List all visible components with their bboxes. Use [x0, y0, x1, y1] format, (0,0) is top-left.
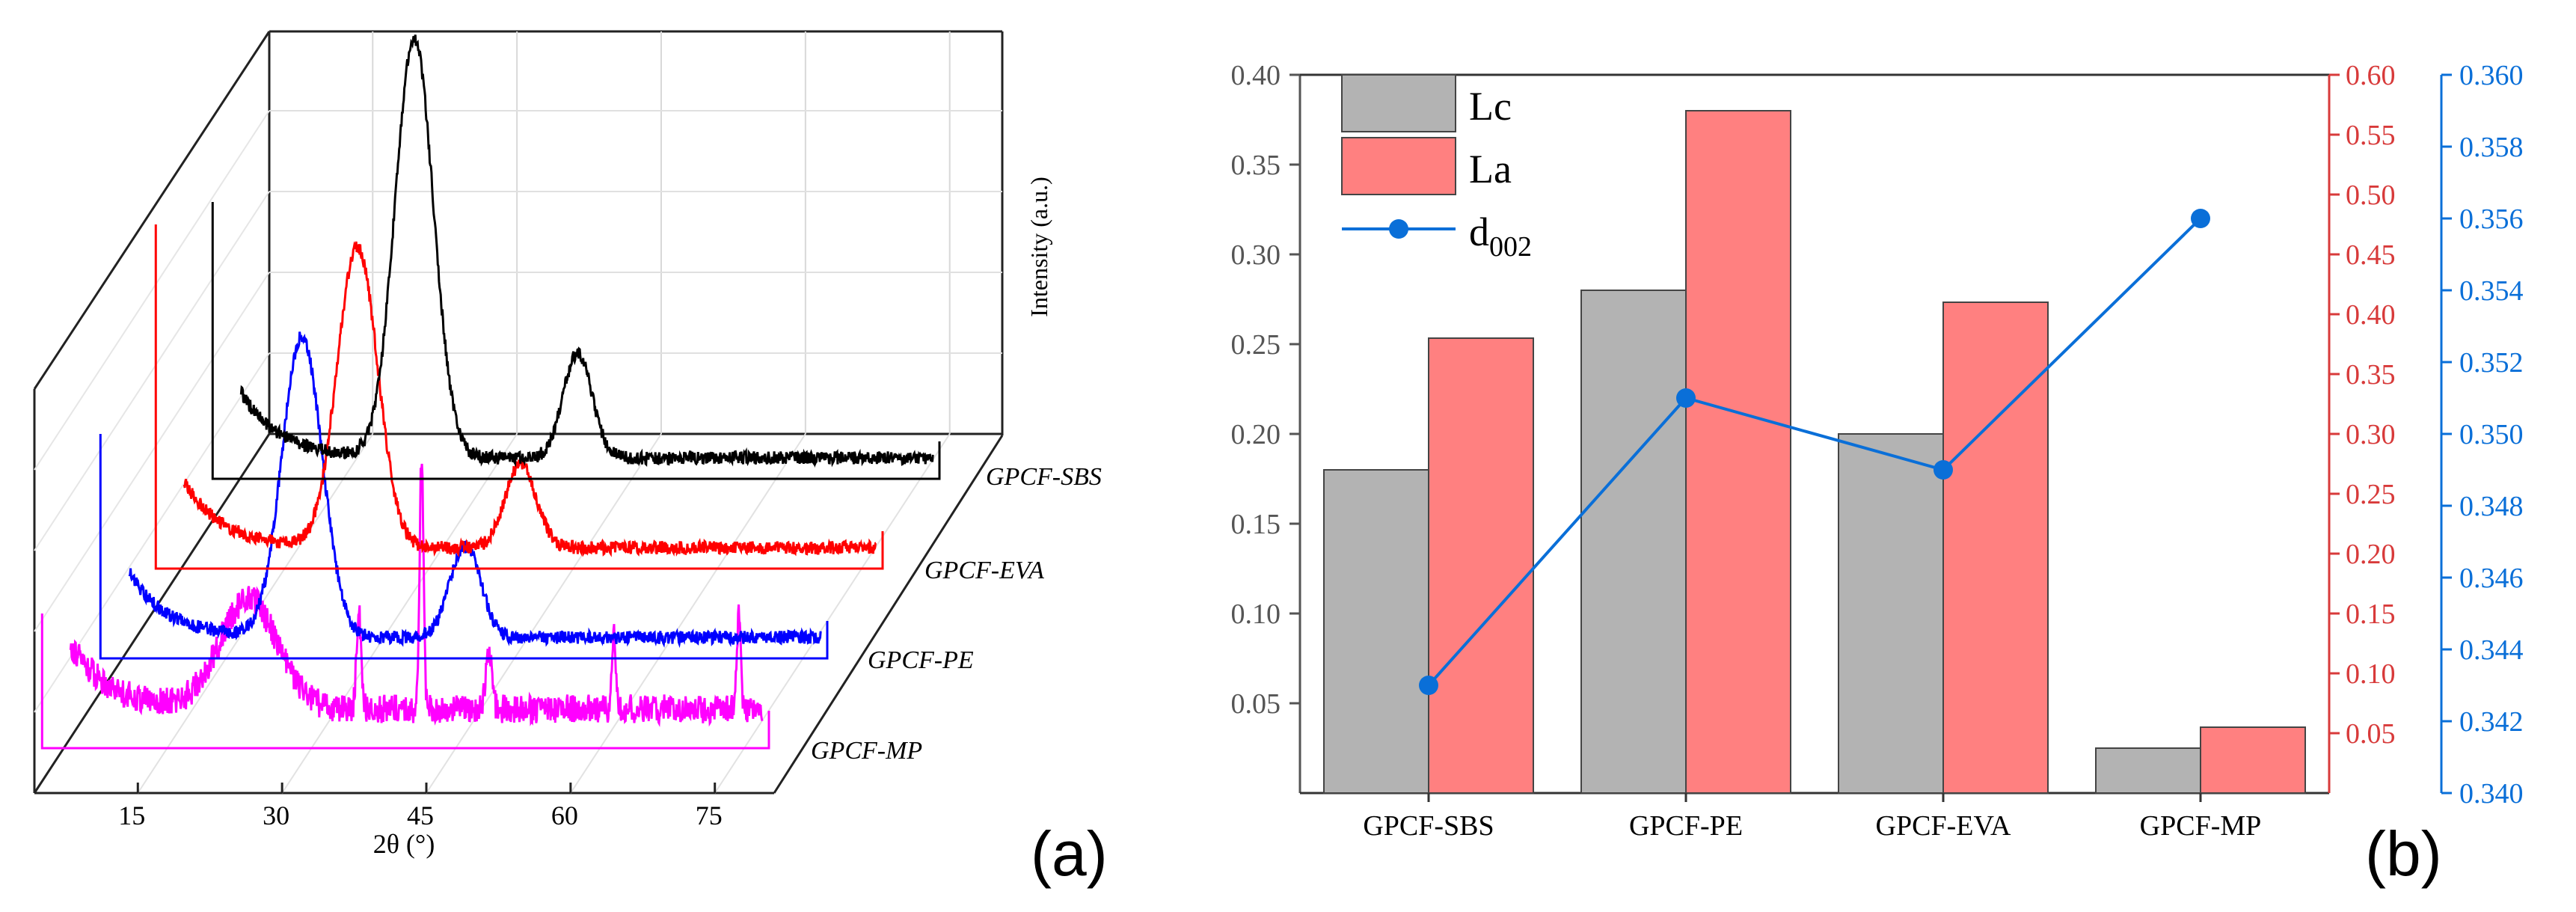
category-label-GPCF-MP: GPCF-MP — [2140, 810, 2262, 842]
legend-label-d002: d002 — [1469, 209, 1532, 263]
xrd-floor-grid-1 — [281, 433, 518, 794]
xrd-series-label-GPCF-SBS: GPCF-SBS — [986, 463, 1102, 491]
right2-tick-label-0.360: 0.360 — [2459, 60, 2524, 91]
point-d002-GPCF-SBS — [1419, 676, 1438, 695]
xrd-floor-grid-3 — [570, 433, 806, 794]
legend-label-Lc: Lc — [1469, 84, 1512, 129]
point-d002-GPCF-EVA — [1933, 460, 1953, 480]
left-tick-label-0.35: 0.35 — [1231, 150, 1281, 181]
right2-tick-label-0.340: 0.340 — [2459, 778, 2524, 810]
right1-tick-label-0.20: 0.20 — [2346, 539, 2396, 570]
xrd-trace-GPCF-MP — [69, 463, 764, 727]
right2-tick-label-0.358: 0.358 — [2459, 132, 2524, 163]
point-d002-GPCF-MP — [2191, 209, 2210, 228]
xrd-x-tick-label-45: 45 — [407, 801, 434, 830]
legend-marker-d002 — [1389, 219, 1408, 239]
legend-label-La: La — [1469, 147, 1512, 192]
right1-tick-label-0.10: 0.10 — [2346, 658, 2396, 690]
xrd-baseline-GPCF-MP — [40, 613, 770, 750]
right1-tick-label-0.25: 0.25 — [2346, 479, 2396, 510]
right2-tick-label-0.354: 0.354 — [2459, 275, 2524, 307]
xrd-side-grid-h-2 — [34, 272, 270, 632]
xrd-x-axis-title: 2θ (°) — [373, 829, 435, 859]
bar-Lc-GPCF-MP — [2095, 747, 2201, 794]
right1-tick-label-0.05: 0.05 — [2346, 718, 2396, 750]
right1-tick-label-0.45: 0.45 — [2346, 239, 2396, 271]
right2-tick-label-0.350: 0.350 — [2459, 419, 2524, 450]
xrd-floor-grid-4 — [714, 433, 951, 794]
panel-b-bar-chart: 0.05 0.10 0.15 0.20 0.25 0.30 0.35 0.40 0.05 0.10… — [1231, 60, 2524, 842]
left-tick-label-0.15: 0.15 — [1231, 509, 1281, 540]
right1-tick-label-0.15: 0.15 — [2346, 599, 2396, 630]
left-tick-label-0.40: 0.40 — [1231, 60, 1281, 91]
xrd-x-tick-label-60: 60 — [551, 801, 578, 830]
panel-b-label: (b) — [2365, 818, 2442, 889]
xrd-y-axis-title: Intensity (a.u.) — [1025, 177, 1052, 317]
bar-La-GPCF-SBS — [1428, 337, 1534, 794]
xrd-trace-GPCF-PE — [128, 331, 822, 649]
line-d002 — [1427, 217, 2202, 687]
right2-tick-label-0.346: 0.346 — [2459, 563, 2524, 594]
xrd-baseline-GPCF-EVA — [154, 224, 884, 570]
bar-La-GPCF-MP — [2200, 726, 2306, 794]
xrd-series-label-GPCF-PE: GPCF-PE — [868, 646, 974, 674]
xrd-series-label-GPCF-EVA: GPCF-EVA — [924, 557, 1044, 584]
left-tick-label-0.30: 0.30 — [1231, 239, 1281, 271]
right1-tick-label-0.60: 0.60 — [2346, 60, 2396, 91]
right1-tick-label-0.55: 0.55 — [2346, 120, 2396, 151]
left-tick-label-0.10: 0.10 — [1231, 599, 1281, 630]
bar-Lc-GPCF-SBS — [1323, 469, 1429, 794]
bar-Lc-GPCF-PE — [1580, 290, 1687, 794]
xrd-frame-line-1 — [33, 31, 271, 390]
right1-tick-label-0.30: 0.30 — [2346, 419, 2396, 450]
panel-a-xrd-waterfall: 15 30 45 60 75 2θ (°) Intensity (a.u.) GPCF-MP G… — [33, 30, 1102, 859]
right2-tick-label-0.356: 0.356 — [2459, 203, 2524, 235]
right1-tick-label-0.50: 0.50 — [2346, 180, 2396, 211]
xrd-trace-GPCF-SBS — [239, 34, 934, 468]
xrd-baseline-GPCF-SBS — [211, 202, 941, 480]
right2-tick-label-0.348: 0.348 — [2459, 491, 2524, 522]
xrd-x-tick-label-30: 30 — [263, 801, 289, 830]
category-label-GPCF-EVA: GPCF-EVA — [1876, 810, 2011, 842]
right1-tick-label-0.40: 0.40 — [2346, 299, 2396, 331]
left-tick-label-0.05: 0.05 — [1231, 688, 1281, 720]
xrd-x-tick-label-15: 15 — [118, 801, 145, 830]
xrd-x-tick-label-75: 75 — [696, 801, 723, 830]
category-label-GPCF-SBS: GPCF-SBS — [1363, 810, 1494, 842]
right2-tick-label-0.342: 0.342 — [2459, 706, 2524, 738]
xrd-frame-line-8 — [33, 433, 271, 794]
bar-Lc-GPCF-EVA — [1838, 433, 1944, 794]
left-tick-label-0.20: 0.20 — [1231, 419, 1281, 450]
bar-La-GPCF-EVA — [1942, 302, 2049, 794]
xrd-baseline-GPCF-PE — [99, 434, 829, 660]
category-label-GPCF-PE: GPCF-PE — [1629, 810, 1743, 842]
right2-tick-label-0.344: 0.344 — [2459, 634, 2524, 666]
right2-tick-label-0.352: 0.352 — [2459, 347, 2524, 379]
xrd-series-label-GPCF-MP: GPCF-MP — [811, 737, 922, 765]
left-tick-label-0.25: 0.25 — [1231, 329, 1281, 361]
right1-tick-label-0.35: 0.35 — [2346, 359, 2396, 391]
legend-swatch-La — [1341, 137, 1456, 195]
panel-a-label: (a) — [1031, 818, 1108, 889]
bar-La-GPCF-PE — [1685, 110, 1791, 794]
point-d002-GPCF-PE — [1676, 388, 1696, 408]
xrd-frame-line-7 — [773, 435, 1004, 794]
legend-swatch-Lc — [1341, 74, 1456, 132]
xrd-floor-grid-2 — [426, 433, 662, 794]
xrd-side-grid-h-3 — [34, 191, 270, 551]
xrd-side-grid-h-4 — [34, 110, 270, 471]
